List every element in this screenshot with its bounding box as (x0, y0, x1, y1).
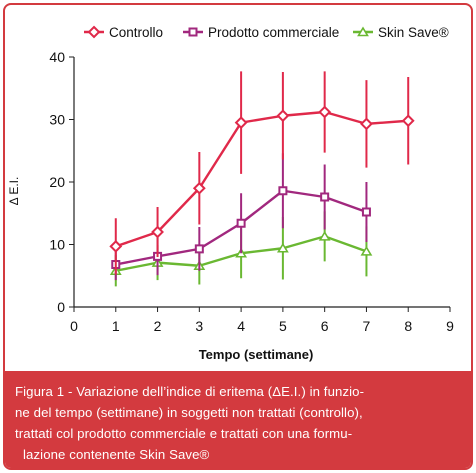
y-tick-label: 0 (57, 299, 65, 315)
erythema-index-line-chart: 0 10 20 30 40 0 1 2 3 4 5 6 7 8 9 Controllo Prodotto co… (7, 25, 454, 362)
series-group (109, 71, 415, 287)
data-point (318, 230, 331, 241)
x-tick-label: 9 (446, 318, 454, 334)
x-tick-label: 2 (154, 318, 162, 334)
x-tick-label: 6 (321, 318, 329, 334)
data-point (234, 116, 248, 130)
y-tick-label: 20 (49, 174, 65, 190)
x-tick-label: 4 (237, 318, 245, 334)
chart-area: 0 10 20 30 40 0 1 2 3 4 5 6 7 8 9 Controllo Prodotto co… (5, 5, 471, 371)
legend-label: Prodotto commerciale (208, 25, 339, 40)
legend-label: Controllo (109, 25, 163, 40)
x-axis-title: Tempo (settimane) (199, 347, 314, 362)
x-tick-label: 3 (195, 318, 203, 334)
y-tick-label: 10 (49, 237, 65, 253)
caption-line-4: lazione contenente Skin Save® (23, 447, 210, 462)
figure-frame: 0 10 20 30 40 0 1 2 3 4 5 6 7 8 9 Controllo Prodotto co… (3, 3, 473, 470)
legend: Controllo Prodotto commerciale Skin Save® (84, 25, 449, 40)
data-point (109, 239, 123, 253)
legend-item-2: Prodotto commerciale (183, 25, 339, 40)
caption-line-1: Figura 1 - Variazione dell’indice di eri… (15, 384, 365, 399)
data-point (194, 244, 204, 254)
data-point (320, 192, 330, 202)
legend-item-3: Skin Save® (353, 25, 449, 40)
data-point (361, 207, 371, 217)
legend-label: Skin Save® (378, 25, 449, 40)
caption-line-3: trattati col prodotto commerciale e trat… (15, 426, 353, 441)
legend-swatch-marker (357, 26, 369, 37)
data-point (151, 225, 164, 239)
data-point (401, 114, 415, 128)
series-1 (109, 71, 415, 275)
data-point (192, 181, 206, 195)
x-tick-label: 5 (279, 318, 287, 334)
figure-caption: Figura 1 - Variazione dell’indice di eri… (5, 371, 471, 468)
legend-swatch-marker (87, 25, 101, 39)
y-axis-title: Δ E.I. (7, 177, 21, 206)
legend-item-1: Controllo (84, 25, 163, 40)
data-point (318, 105, 332, 119)
data-point (236, 218, 246, 228)
y-tick-label: 40 (49, 49, 65, 65)
series-line (115, 110, 409, 248)
axes: 0 10 20 30 40 0 1 2 3 4 5 6 7 8 9 (49, 49, 454, 334)
x-tick-label: 7 (363, 318, 371, 334)
x-tick-label: 1 (112, 318, 120, 334)
x-tick-label: 8 (404, 318, 412, 334)
data-point (360, 245, 373, 256)
x-tick-label: 0 (70, 318, 78, 334)
data-point (276, 109, 290, 123)
y-tick-label: 30 (49, 112, 65, 128)
data-point (360, 117, 373, 131)
data-point (276, 242, 289, 253)
legend-swatch-marker (188, 27, 198, 37)
data-point (278, 186, 288, 196)
caption-line-2: ne del tempo (settimane) in soggetti non… (15, 405, 363, 420)
